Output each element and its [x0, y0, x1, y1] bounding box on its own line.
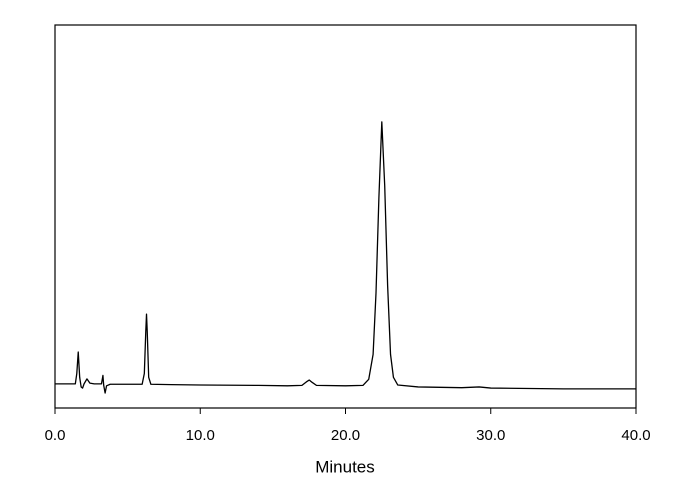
x-tick-label: 40.0 [621, 427, 650, 444]
x-tick-label: 0.0 [45, 427, 66, 444]
x-axis-label: Minutes [315, 457, 375, 476]
x-tick-label: 10.0 [186, 427, 215, 444]
chromatogram-line [55, 121, 636, 394]
plot-frame [54, 24, 637, 409]
x-tick-label: 30.0 [476, 427, 505, 444]
x-tick-label: 20.0 [331, 427, 360, 444]
